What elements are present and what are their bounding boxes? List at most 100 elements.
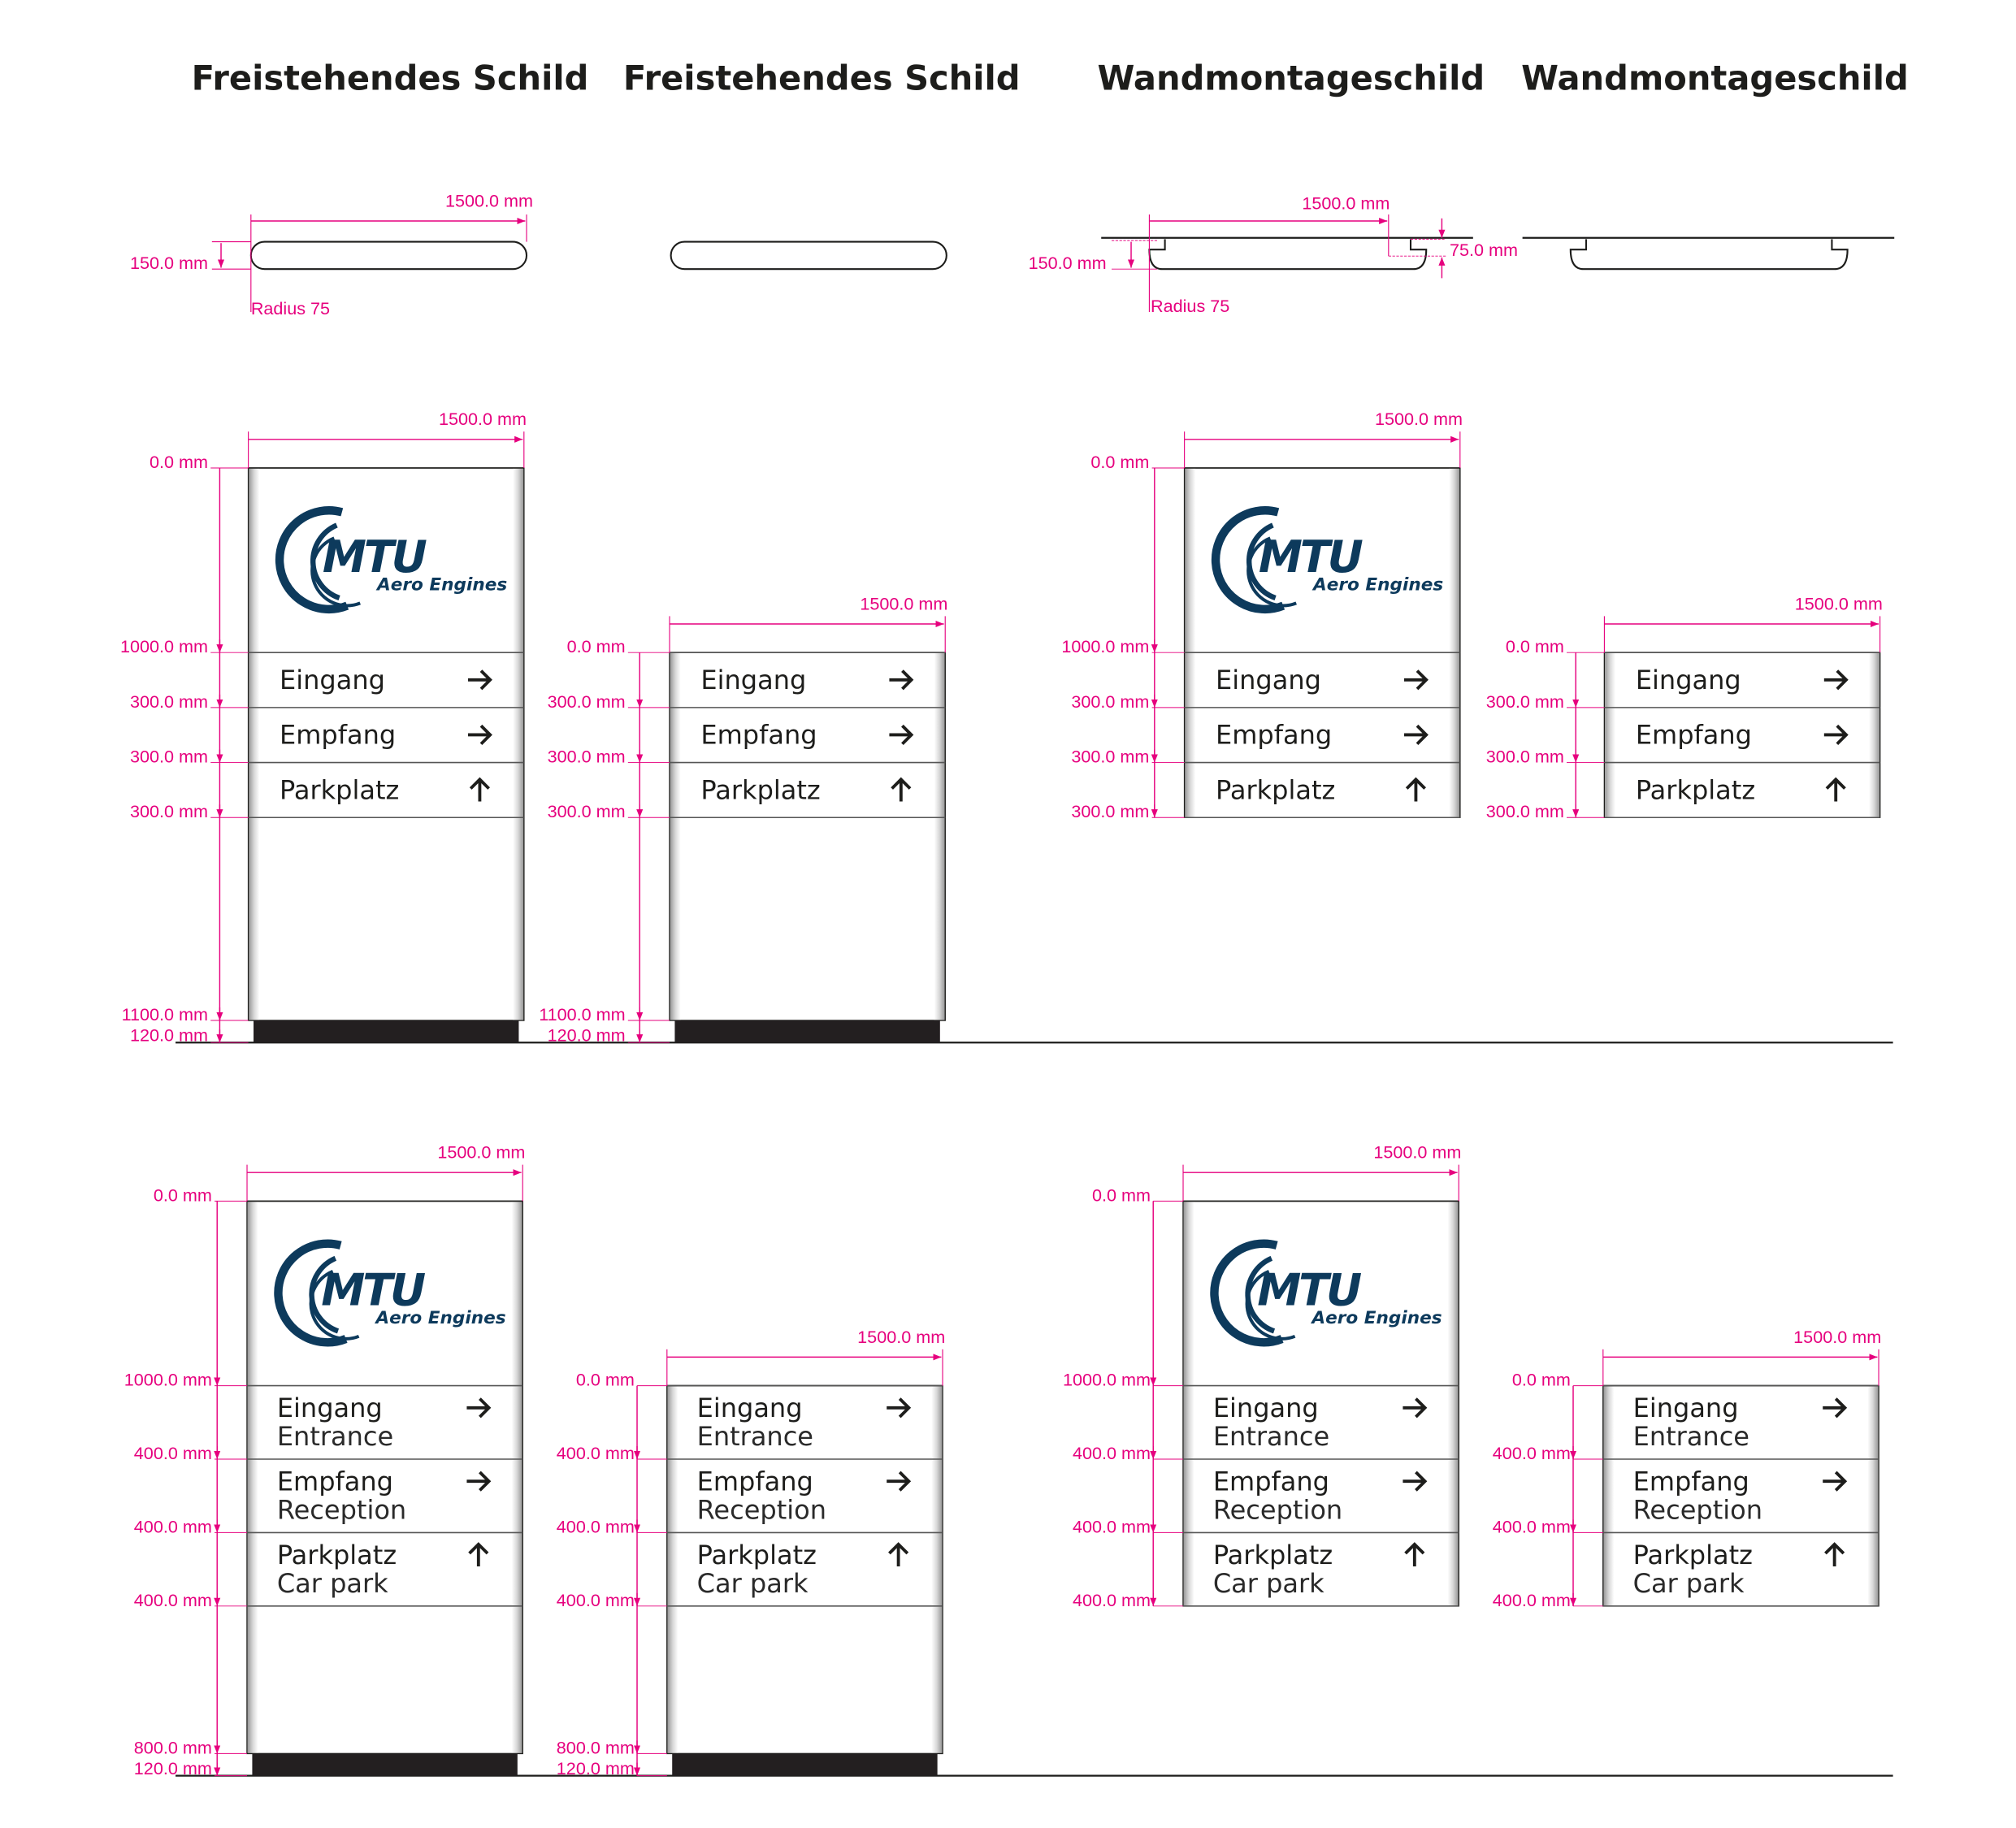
vertical-dimension-label: 1000.0 mm	[120, 636, 208, 656]
sign-row-parkplatz: Parkplatz	[670, 761, 946, 805]
logo-mark-text: MTU	[321, 1264, 426, 1315]
sign-row-eingang: Eingang	[1604, 652, 1880, 695]
vertical-dimension-label: 1100.0 mm	[539, 1004, 625, 1024]
row-label-german: Eingang	[277, 1393, 383, 1423]
vertical-dimension-label: 1000.0 mm	[1061, 636, 1149, 656]
sign-panel	[669, 652, 946, 1021]
sign-edge-left	[667, 1386, 679, 1753]
row-label-german: Empfang	[1216, 720, 1332, 751]
vertical-dimension-label: 400.0 mm	[1073, 1443, 1151, 1463]
vertical-dimension-label: 400.0 mm	[1073, 1516, 1151, 1536]
logo-swoosh-outer	[274, 1239, 348, 1347]
arrow-stroke	[1403, 1471, 1428, 1492]
sign-edge-right	[1447, 1202, 1459, 1605]
arrow-stroke	[1823, 1397, 1848, 1419]
width-dimension-label: 1500.0 mm	[1302, 193, 1390, 214]
vertical-dimension-label: 120.0 mm	[557, 1758, 635, 1778]
sign-edge-right	[931, 1386, 943, 1753]
row-label-german: Parkplatz	[1213, 1540, 1333, 1570]
vertical-dimension-label: 0.0 mm	[150, 452, 208, 472]
row-label-german: Parkplatz	[700, 774, 820, 805]
arrow-right-icon	[466, 1471, 492, 1492]
dimensions: 1500.0 mm 0.0 mm 300.0 mm 300.0 mm 300.0 mm 1…	[539, 593, 947, 1045]
arrow-up-icon	[1824, 1542, 1845, 1566]
vertical-dimension-label: 0.0 mm	[1506, 636, 1564, 656]
arrow-right-icon	[1823, 1397, 1848, 1419]
arrow-up-icon	[1825, 777, 1846, 802]
row-label-english: Car park	[1633, 1568, 1745, 1599]
sign-row-empfang: Empfang	[1604, 707, 1880, 751]
dimensions: 1500.0 mm 0.0 mm 1000.0 mm 300.0 mm 300.0 mm…	[120, 409, 527, 1045]
sign-base	[252, 1753, 518, 1776]
logo-mark-text: MTU	[1257, 1264, 1362, 1315]
sign-row-eingang: Eingang	[1184, 652, 1460, 695]
sign-edge-left	[247, 1202, 258, 1753]
arrow-stroke	[468, 1542, 489, 1566]
row-label-german: Parkplatz	[277, 1540, 397, 1570]
row-label-german: Eingang	[1213, 1393, 1319, 1423]
arrow-stroke	[888, 1542, 909, 1566]
vertical-dimension-label: 800.0 mm	[557, 1737, 635, 1757]
arrow-up-icon	[891, 777, 912, 802]
width-dimension-label: 1500.0 mm	[439, 409, 527, 429]
sign-edge-left	[670, 653, 681, 1020]
arrow-stroke	[887, 1397, 912, 1419]
dimensions: 1500.0 mm 0.0 mm 400.0 mm 400.0 mm 400.0 mm	[1493, 1327, 1881, 1610]
sign-row-empfang: Empfang	[1184, 707, 1460, 751]
width-dimension-label: 1500.0 mm	[445, 190, 533, 210]
sign-row-parkplatz: Parkplatz	[248, 761, 524, 805]
logo-swoosh-inner	[1245, 1269, 1296, 1341]
arrow-up-icon	[1405, 777, 1426, 802]
row-label-german: Eingang	[1633, 1393, 1739, 1423]
vertical-dimension-label: 0.0 mm	[1092, 1185, 1151, 1205]
row-label-german: Eingang	[1636, 665, 1741, 695]
vertical-dimension-label: 400.0 mm	[134, 1590, 212, 1610]
arrow-stroke	[1405, 777, 1426, 802]
width-dimension-label: 1500.0 mm	[857, 1327, 945, 1347]
sign-panel	[666, 1384, 943, 1755]
row-label-german: Parkplatz	[1636, 774, 1755, 805]
vertical-dimension-label: 400.0 mm	[134, 1516, 212, 1536]
arrow-stroke	[468, 669, 492, 691]
sign-row-eingang: Eingang	[670, 652, 946, 695]
height-dimension-label: 150.0 mm	[1029, 253, 1107, 273]
sign-edge-right	[511, 1202, 522, 1753]
logo-swoosh-inner	[310, 536, 361, 608]
row-label-english: Entrance	[697, 1421, 813, 1452]
row-label-english: Reception	[1213, 1495, 1342, 1526]
dimensions: 1500.0 mm 0.0 mm 1000.0 mm 400.0 mm 400.0 mm…	[124, 1142, 526, 1778]
arrow-right-icon	[1823, 1471, 1848, 1492]
vertical-dimension-label: 400.0 mm	[557, 1516, 635, 1536]
vertical-dimension-label: 300.0 mm	[548, 801, 626, 821]
logo-tagline-text: Aero Engines	[1311, 574, 1443, 595]
height-dimension-label: 150.0 mm	[130, 253, 208, 273]
row-label-german: Parkplatz	[697, 1540, 817, 1570]
top-view-outline	[1148, 239, 1428, 271]
vertical-dimension-label: 300.0 mm	[548, 747, 626, 767]
row-label-german: Eingang	[280, 665, 385, 695]
arrow-stroke	[887, 1471, 912, 1492]
width-dimension-label: 1500.0 mm	[1793, 1327, 1881, 1347]
row-label-german: Empfang	[1636, 720, 1752, 751]
arrow-up-icon	[888, 1542, 909, 1566]
sign-panel	[1183, 467, 1461, 818]
arrow-up-icon	[1404, 1542, 1425, 1566]
vertical-dimension-label: 0.0 mm	[154, 1185, 212, 1205]
width-dimension-label: 1500.0 mm	[1373, 1142, 1461, 1163]
sign-edge-right	[1869, 653, 1879, 817]
row-label-german: Empfang	[1213, 1466, 1329, 1497]
row-label-english: Reception	[1633, 1495, 1762, 1526]
row-label-german: Empfang	[700, 720, 817, 751]
arrow-right-icon	[889, 669, 914, 691]
arrow-right-icon	[887, 1397, 912, 1419]
dimensions: 1500.0 mm 0.0 mm 300.0 mm 300.0 mm 300.0 mm	[1486, 593, 1883, 821]
row-label-german: Parkplatz	[280, 774, 399, 805]
arrow-right-icon	[1823, 669, 1849, 691]
